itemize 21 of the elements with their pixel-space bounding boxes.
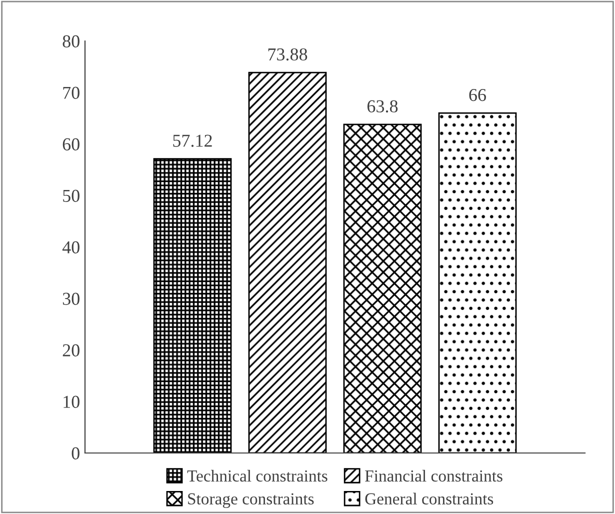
legend-label: Storage constraints xyxy=(188,493,314,508)
y-tick-label: 50 xyxy=(63,190,80,202)
y-tick-label: 60 xyxy=(62,138,80,150)
bar xyxy=(438,112,517,453)
y-tick-label: 80 xyxy=(62,35,80,48)
data-label: 66 xyxy=(469,88,486,102)
legend-label: Technical constraints xyxy=(187,470,328,482)
legend-label: Financial constraints xyxy=(365,470,502,482)
y-tick-label: 30 xyxy=(62,292,80,305)
bar xyxy=(343,124,422,453)
legend-label: General constraints xyxy=(365,492,494,504)
y-tick-label: 0 xyxy=(72,447,80,460)
y-tick-label: 20 xyxy=(62,344,80,356)
y-tick-label: 70 xyxy=(63,86,80,99)
bar xyxy=(153,158,232,453)
y-tick-label: 10 xyxy=(64,396,80,408)
data-label: 57.12 xyxy=(173,134,212,147)
bar xyxy=(248,72,327,453)
data-label: 63.8 xyxy=(367,100,398,113)
data-label: 73.88 xyxy=(268,48,308,61)
y-tick-label: 40 xyxy=(62,241,80,254)
